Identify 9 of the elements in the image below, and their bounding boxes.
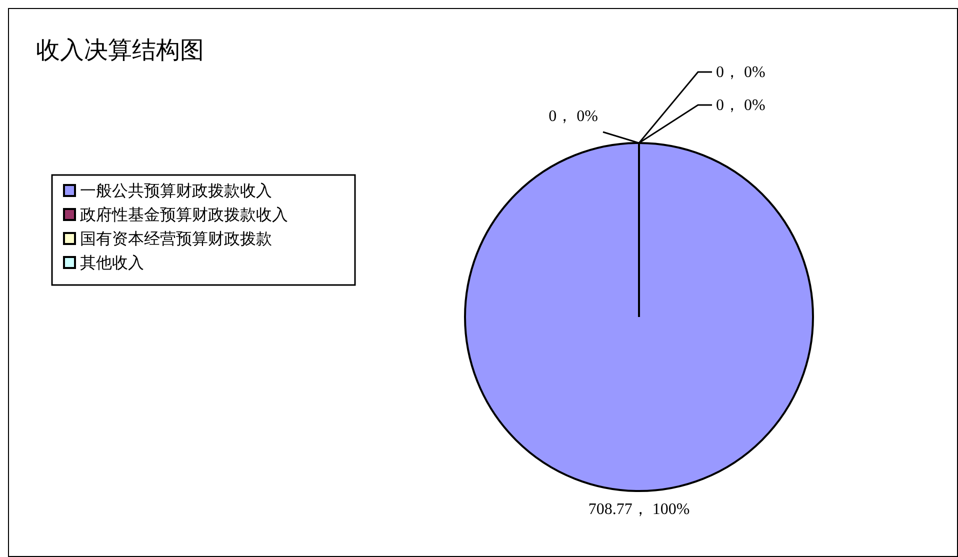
chart-title: 收入决算结构图: [36, 36, 204, 64]
text: 0， 0%: [716, 97, 766, 114]
legend-label: 政府性基金预算财政拨款收入: [80, 205, 288, 224]
data-label: 708.77， 100%: [588, 501, 690, 518]
text: 0， 0%: [716, 64, 766, 81]
legend-label: 一般公共预算财政拨款收入: [80, 181, 272, 200]
legend-label: 其他收入: [80, 253, 144, 272]
text: 0， 0%: [548, 108, 598, 125]
legend-label: 国有资本经营预算财政拨款: [80, 229, 272, 248]
